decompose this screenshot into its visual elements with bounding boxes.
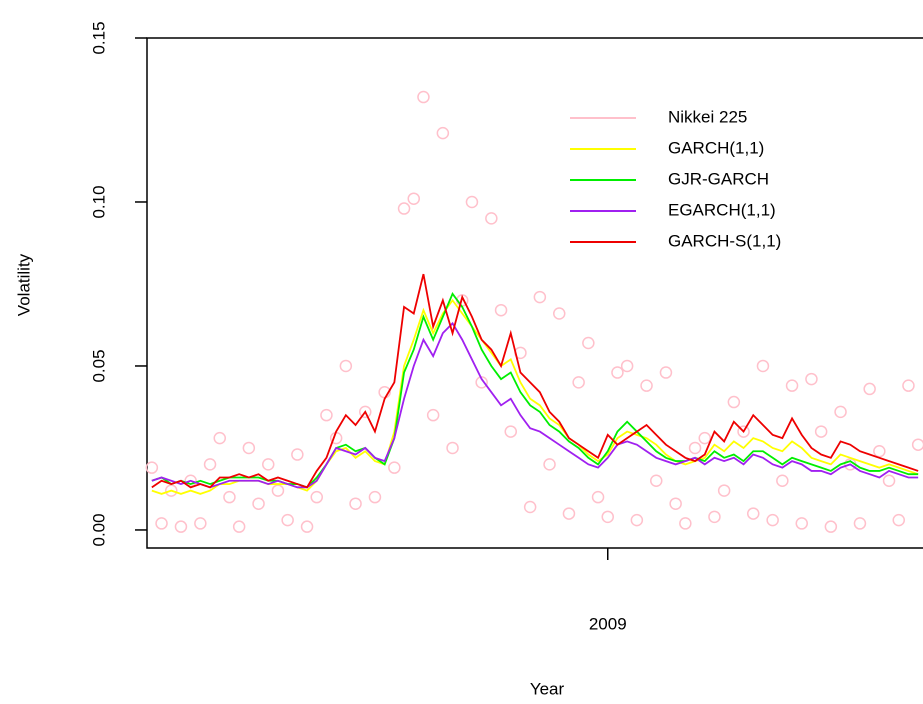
- data-point: [776, 474, 789, 488]
- data-point: [873, 444, 886, 458]
- data-point: [475, 376, 488, 389]
- data-point: [349, 497, 362, 510]
- data-point: [359, 405, 372, 419]
- y-axis-label: Volatility: [14, 253, 33, 316]
- data-point: [834, 405, 847, 419]
- data-point: [717, 484, 731, 497]
- series-line: [151, 273, 919, 489]
- data-point: [572, 376, 585, 389]
- data-point: [213, 431, 226, 445]
- data-point: [562, 507, 576, 520]
- data-point: [620, 359, 634, 373]
- data-point: [601, 510, 614, 524]
- data-point: [805, 372, 818, 386]
- data-point: [232, 520, 246, 533]
- data-point: [494, 303, 508, 317]
- y-tick-label: 0.05: [89, 349, 108, 382]
- data-point: [320, 408, 333, 422]
- data-point: [523, 500, 537, 514]
- data-point: [708, 510, 721, 524]
- data-point: [485, 212, 498, 225]
- data-point: [863, 382, 876, 396]
- legend-label: GARCH(1,1): [668, 138, 764, 157]
- data-point: [262, 458, 275, 471]
- data-point: [591, 490, 605, 504]
- data-point: [582, 336, 595, 350]
- axis-box: [146, 37, 923, 549]
- data-point: [436, 126, 450, 140]
- data-point: [252, 497, 265, 510]
- legend-label: GARCH-S(1,1): [668, 231, 781, 250]
- data-point: [795, 517, 808, 530]
- data-point: [417, 90, 430, 104]
- data-point: [203, 458, 217, 471]
- data-point: [543, 458, 556, 471]
- data-point: [747, 507, 760, 520]
- data-point: [271, 484, 285, 497]
- data-point: [145, 461, 159, 474]
- series-line: [151, 321, 919, 489]
- data-point: [824, 520, 838, 533]
- data-point: [611, 366, 624, 379]
- data-point: [650, 474, 663, 488]
- data-point: [659, 366, 673, 379]
- data-point: [892, 513, 905, 527]
- data-point: [407, 192, 420, 205]
- data-point: [688, 441, 702, 455]
- data-point: [814, 425, 828, 438]
- data-point: [397, 202, 411, 215]
- series-line: [151, 298, 919, 495]
- data-point: [465, 195, 479, 209]
- data-point: [242, 441, 256, 455]
- x-tick-label: 2009: [589, 614, 627, 633]
- data-point: [669, 497, 682, 510]
- legend-label: EGARCH(1,1): [668, 200, 776, 219]
- data-point: [679, 517, 692, 530]
- data-point: [194, 517, 207, 530]
- data-point: [426, 408, 440, 422]
- data-point: [553, 307, 566, 320]
- data-point: [533, 290, 547, 304]
- data-point: [388, 461, 401, 474]
- data-point: [727, 395, 741, 409]
- legend-label: GJR-GARCH: [668, 169, 769, 188]
- data-point: [339, 359, 353, 373]
- y-tick-label: 0.15: [89, 21, 108, 54]
- data-point: [911, 438, 923, 451]
- y-tick-label: 0.00: [89, 513, 108, 546]
- data-point: [300, 520, 314, 533]
- data-point: [446, 441, 459, 455]
- y-tick-label: 0.10: [89, 185, 108, 218]
- data-point: [174, 520, 188, 533]
- data-point: [291, 448, 304, 461]
- data-point: [368, 490, 382, 504]
- data-point: [155, 517, 168, 530]
- data-point: [756, 359, 770, 373]
- data-point: [785, 379, 799, 392]
- data-point: [902, 379, 915, 392]
- data-point: [223, 490, 236, 504]
- x-axis-label: Year: [530, 679, 565, 698]
- data-point: [630, 513, 644, 527]
- legend-label: Nikkei 225: [668, 107, 747, 126]
- data-point: [737, 425, 750, 438]
- data-point: [165, 484, 178, 497]
- data-point: [281, 513, 294, 527]
- data-point: [310, 490, 323, 504]
- data-point: [698, 431, 711, 445]
- data-point: [882, 474, 896, 488]
- data-point: [766, 513, 779, 527]
- data-point: [853, 517, 867, 530]
- data-point: [640, 379, 653, 392]
- data-point: [504, 425, 517, 438]
